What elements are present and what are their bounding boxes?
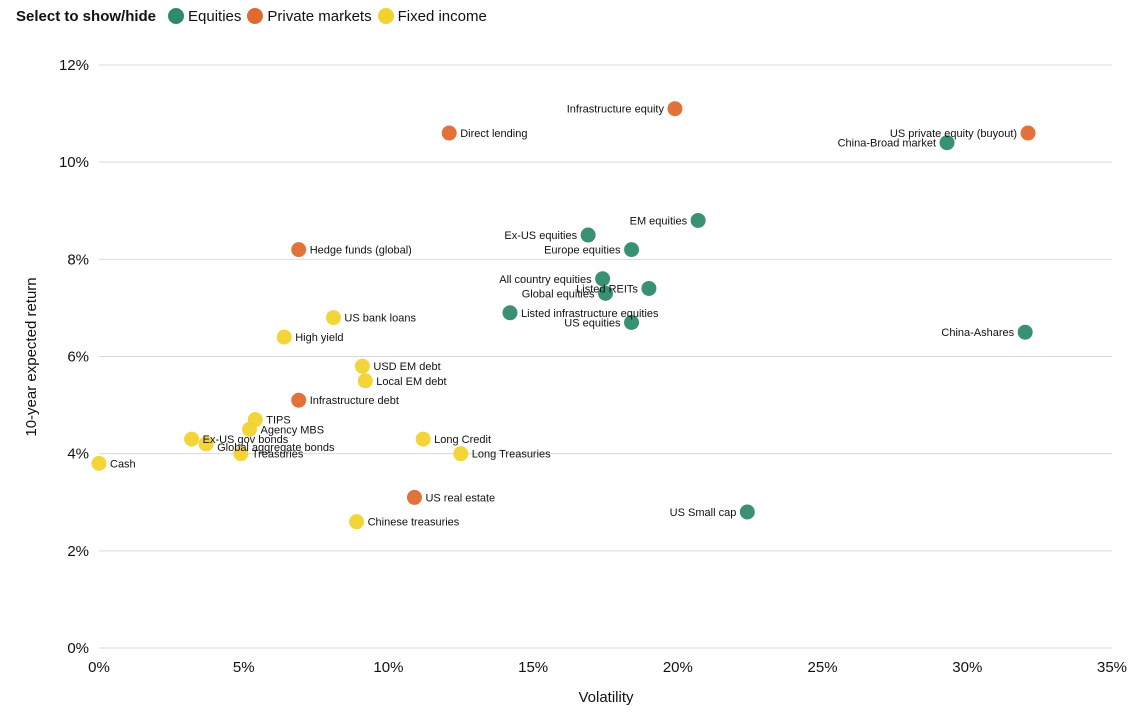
- legend-item-private-markets[interactable]: Private markets: [247, 7, 372, 25]
- x-tick-label: 15%: [518, 659, 548, 676]
- point-label: Infrastructure debt: [310, 395, 399, 407]
- x-tick-label: 5%: [233, 659, 255, 676]
- y-tick-label: 4%: [67, 446, 89, 463]
- point-labels: China-Broad market EM equities Ex-US equit…: [110, 104, 1017, 529]
- legend-item-fixed-income[interactable]: Fixed income: [377, 7, 487, 25]
- equities-point[interactable]: [641, 280, 657, 296]
- y-tick-label: 8%: [67, 251, 89, 268]
- private-markets-point[interactable]: [291, 242, 307, 258]
- point-label: EM equities: [630, 215, 688, 227]
- x-tick-label: 25%: [808, 659, 838, 676]
- fixed-income-point[interactable]: [357, 373, 373, 389]
- y-tick-label: 10%: [59, 154, 89, 171]
- point-label: Global equities: [522, 288, 595, 300]
- equities-point[interactable]: [624, 242, 640, 258]
- fixed-income-point[interactable]: [453, 446, 469, 462]
- point-label: All country equities: [499, 274, 592, 286]
- legend-label: Equities: [188, 7, 242, 25]
- point-label: USD EM debt: [373, 361, 440, 373]
- fixed-income-point[interactable]: [91, 455, 107, 471]
- point-label: Ex-US equities: [504, 230, 577, 242]
- legend-label: Fixed income: [397, 7, 487, 25]
- y-tick-label: 0%: [67, 640, 89, 657]
- fixed-income-point[interactable]: [349, 514, 365, 530]
- x-axis-ticks: 0% 5% 10% 15% 20% 25% 30% 35%: [88, 659, 1127, 676]
- equities-point[interactable]: [1017, 324, 1033, 340]
- legend-dot-icon: [377, 8, 394, 24]
- point-label: Hedge funds (global): [310, 245, 412, 257]
- point-label: Long Credit: [434, 434, 491, 446]
- point-label: Ex-US gov bonds: [203, 434, 289, 446]
- point-label: US private equity (buyout): [890, 128, 1017, 140]
- gridlines: [99, 64, 1112, 649]
- point-label: High yield: [295, 332, 343, 344]
- point-label: Direct lending: [460, 128, 527, 140]
- point-label: China-Broad market: [838, 138, 936, 150]
- fixed-income-point[interactable]: [276, 329, 292, 345]
- x-tick-label: 35%: [1097, 659, 1127, 676]
- equities-point[interactable]: [580, 227, 596, 243]
- point-label: US Small cap: [670, 507, 737, 519]
- fixed-income-point[interactable]: [354, 358, 370, 374]
- equities-point[interactable]: [598, 285, 613, 301]
- y-axis-title: 10-year expected return: [23, 277, 40, 436]
- x-axis-title: Volatility: [578, 689, 634, 706]
- point-label: TIPS: [266, 415, 290, 427]
- y-tick-label: 6%: [67, 349, 89, 366]
- y-tick-label: 12%: [59, 57, 89, 74]
- point-label: Listed REITs: [576, 283, 638, 295]
- point-label: Treasuries: [252, 449, 304, 461]
- point-label: China-Ashares: [941, 327, 1014, 339]
- equities-point[interactable]: [739, 504, 755, 520]
- point-label: Agency MBS: [261, 424, 325, 436]
- legend-dot-icon: [247, 8, 264, 24]
- point-label: Chinese treasuries: [368, 517, 460, 529]
- legend-item-equities[interactable]: Equities: [168, 8, 241, 25]
- x-tick-label: 30%: [952, 659, 982, 676]
- point-label: US bank loans: [344, 313, 416, 325]
- x-tick-label: 0%: [88, 659, 110, 676]
- point-label: Global aggregate bonds: [217, 442, 335, 454]
- fixed-income-point[interactable]: [415, 431, 431, 447]
- fixed-income-point[interactable]: [325, 310, 341, 326]
- fixed-income-point[interactable]: [198, 436, 214, 452]
- private-markets-point[interactable]: [1020, 125, 1036, 141]
- private-markets-point[interactable]: [406, 489, 422, 505]
- equities-point[interactable]: [624, 314, 640, 330]
- private-markets-point[interactable]: [291, 392, 307, 408]
- fixed-income-point[interactable]: [184, 431, 200, 447]
- point-label: Long Treasuries: [472, 449, 551, 461]
- x-tick-label: 20%: [663, 659, 693, 676]
- private-markets-point[interactable]: [441, 125, 457, 141]
- y-axis-ticks: 0% 2% 4% 6% 8% 10% 12%: [59, 57, 89, 657]
- point-label: US equities: [564, 317, 621, 329]
- data-points: [91, 101, 1036, 530]
- point-label: US real estate: [425, 492, 495, 504]
- legend-title: Select to show/hide: [16, 7, 157, 25]
- point-label: Cash: [110, 458, 136, 470]
- fixed-income-point[interactable]: [242, 421, 258, 437]
- legend-dot-icon: [168, 8, 185, 24]
- private-markets-point[interactable]: [667, 101, 683, 117]
- y-tick-label: 2%: [67, 543, 89, 560]
- equities-point[interactable]: [939, 135, 955, 151]
- equities-point[interactable]: [690, 212, 706, 228]
- legend: Select to show/hide Equities Private mar…: [16, 5, 487, 27]
- fixed-income-point[interactable]: [233, 446, 249, 462]
- point-label: Listed infrastructure equities: [521, 308, 659, 320]
- x-tick-label: 10%: [373, 659, 403, 676]
- legend-label: Private markets: [267, 7, 372, 25]
- point-label: Europe equities: [544, 245, 621, 257]
- equities-point[interactable]: [502, 305, 518, 321]
- equities-point[interactable]: [595, 271, 611, 287]
- point-label: Infrastructure equity: [567, 104, 665, 116]
- point-label: Local EM debt: [376, 376, 446, 388]
